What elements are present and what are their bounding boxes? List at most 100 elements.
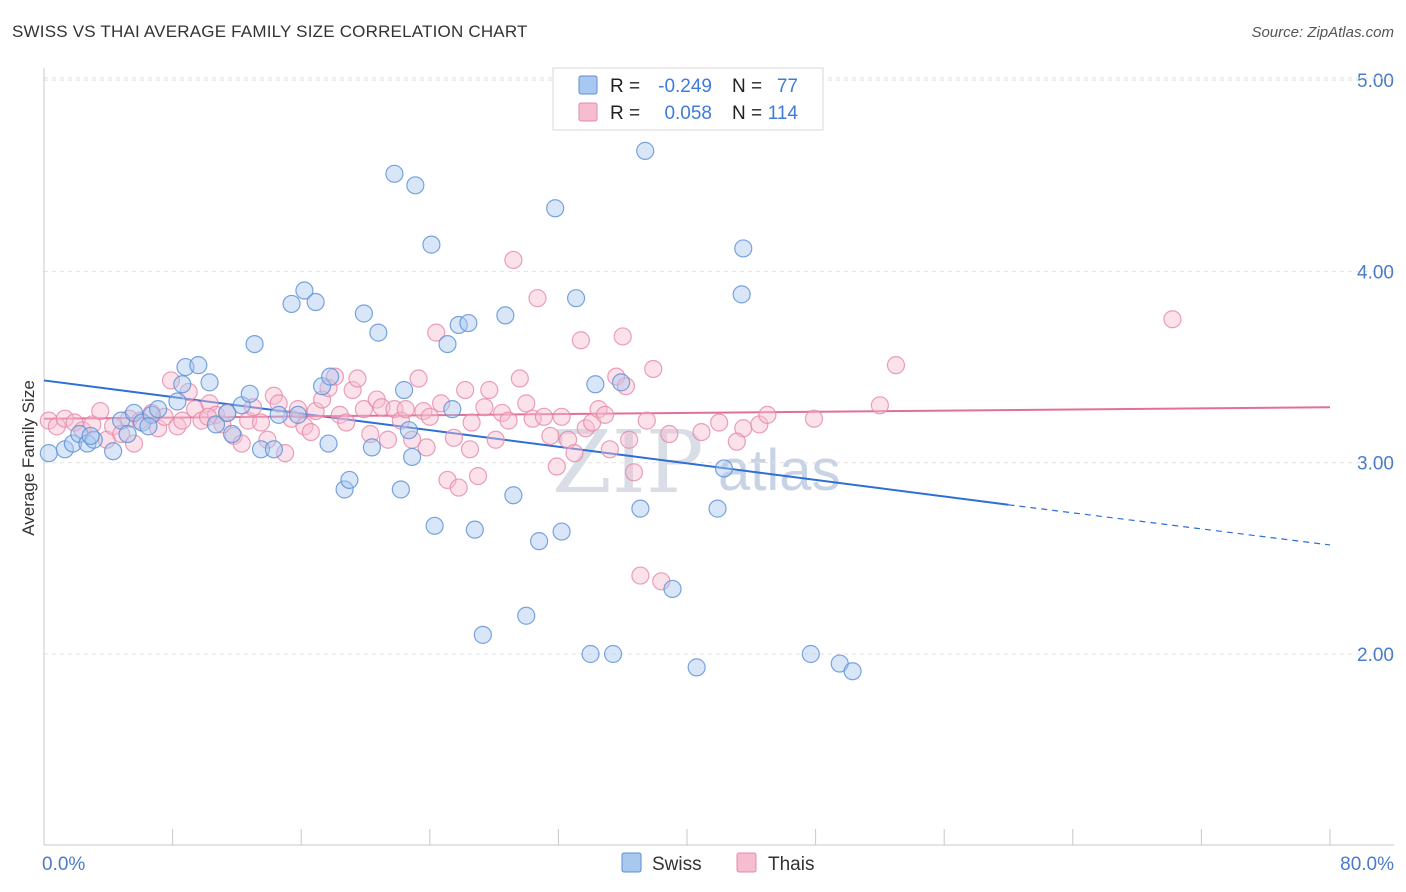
- swiss-point-74: [734, 239, 753, 258]
- thai-point-82: [565, 444, 584, 463]
- thai-point-64: [456, 380, 475, 400]
- swiss-point-14: [173, 375, 192, 394]
- swiss-point-68: [708, 499, 727, 518]
- thai-point-47: [354, 400, 373, 419]
- swiss-point-76: [139, 417, 158, 436]
- swiss-point-52: [473, 625, 492, 644]
- swiss-point-22: [240, 384, 259, 403]
- swiss-point-17: [200, 373, 219, 392]
- swiss-point-37: [362, 438, 382, 457]
- swiss-point-33: [319, 434, 338, 453]
- swiss-point-48: [443, 400, 462, 419]
- swiss-point-32: [321, 367, 340, 386]
- swiss-point-26: [269, 405, 288, 424]
- thai-point-71: [499, 411, 518, 430]
- swiss-point-63: [611, 373, 631, 392]
- thai-point-67: [475, 398, 494, 417]
- swiss-point-38: [369, 323, 388, 342]
- thai-point-102: [804, 409, 824, 428]
- swiss-point-24: [251, 440, 271, 459]
- legend-box: R = -0.249 N = 77 R = 0.058 N = 114: [552, 67, 824, 131]
- swiss-point-20: [222, 424, 242, 444]
- legend-n-value-thai: 114: [768, 103, 799, 124]
- thai-point-31: [258, 430, 277, 449]
- swiss-point-39: [385, 164, 404, 183]
- thai-point-36: [288, 400, 308, 419]
- thai-point-44: [337, 413, 356, 432]
- thai-point-87: [595, 405, 615, 424]
- swiss-point-25: [264, 440, 283, 459]
- swiss-point-2: [63, 434, 83, 453]
- swiss-point-36: [354, 304, 373, 323]
- legend-r-label-swiss: R =: [610, 76, 640, 97]
- bottom-legend-swatch-swiss: [621, 852, 642, 873]
- thai-point-111: [417, 438, 436, 457]
- thai-point-72: [504, 250, 523, 270]
- source-credit: Source: ZipAtlas.com: [1251, 24, 1394, 41]
- thai-point-105: [1163, 310, 1182, 329]
- swiss-point-60: [581, 644, 600, 664]
- swiss-point-70: [732, 285, 751, 304]
- thai-point-62: [444, 428, 464, 447]
- swiss-point-65: [636, 141, 655, 160]
- thai-point-63: [449, 478, 468, 497]
- thai-point-39: [306, 401, 325, 421]
- thai-point-106: [727, 432, 746, 451]
- swiss-points: [39, 141, 862, 681]
- thai-point-79: [547, 457, 566, 476]
- swiss-point-58: [552, 522, 571, 541]
- swiss-point-50: [459, 313, 478, 333]
- thai-point-74: [517, 394, 536, 413]
- thai-point-48: [361, 424, 380, 444]
- y-tick-label-0: 2.00: [1357, 645, 1394, 666]
- thai-point-9: [112, 424, 131, 444]
- thai-point-103: [870, 396, 890, 415]
- swiss-point-13: [168, 392, 187, 411]
- thai-point-93: [631, 566, 650, 585]
- swiss-point-55: [517, 606, 536, 625]
- thai-point-29: [243, 398, 263, 417]
- thai-point-45: [343, 380, 362, 400]
- thai-points: [39, 250, 1182, 591]
- swiss-point-18: [206, 415, 226, 434]
- grid-lines: 2.00 3.00 4.00 5.00: [44, 71, 1394, 666]
- legend-r-value-swiss: -0.249: [658, 76, 712, 97]
- thai-point-83: [571, 331, 591, 350]
- swiss-point-69: [714, 459, 734, 478]
- thai-point-27: [232, 434, 251, 453]
- thai-point-80: [552, 407, 571, 426]
- swiss-point-27: [282, 294, 301, 314]
- thai-point-101: [758, 405, 777, 424]
- swiss-point-73: [843, 662, 862, 681]
- swiss-point-61: [586, 375, 605, 394]
- legend-swatch-swiss: [578, 75, 598, 95]
- bottom-legend-label-thai: Thais: [768, 854, 814, 875]
- thai-point-98: [710, 413, 729, 432]
- thai-point-90: [613, 327, 632, 346]
- y-tick-label-1: 3.00: [1357, 454, 1394, 475]
- legend-n-label-swiss: N =: [732, 76, 762, 97]
- x-tick-label-max: 80.0%: [1340, 854, 1394, 875]
- x-tick-label-min: 0.0%: [42, 854, 85, 875]
- swiss-point-47: [438, 334, 457, 354]
- legend-n-label-thai: N =: [732, 103, 762, 124]
- thai-point-65: [462, 413, 481, 432]
- thai-point-16: [161, 371, 181, 390]
- swiss-point-51: [465, 520, 484, 539]
- swiss-point-56: [530, 532, 549, 551]
- thai-point-68: [480, 380, 499, 400]
- swiss-point-12: [149, 400, 168, 419]
- thai-point-42: [325, 367, 345, 386]
- swiss-point-6: [104, 442, 123, 461]
- swiss-point-41: [394, 380, 414, 400]
- swiss-point-75: [81, 426, 100, 446]
- thai-point-97: [660, 424, 679, 444]
- swiss-point-0: [39, 444, 58, 463]
- swiss-point-44: [406, 176, 425, 195]
- thai-point-78: [541, 426, 560, 446]
- swiss-point-46: [425, 516, 444, 535]
- thai-point-59: [427, 323, 446, 342]
- swiss-point-35: [340, 470, 359, 490]
- thai-point-92: [624, 463, 644, 482]
